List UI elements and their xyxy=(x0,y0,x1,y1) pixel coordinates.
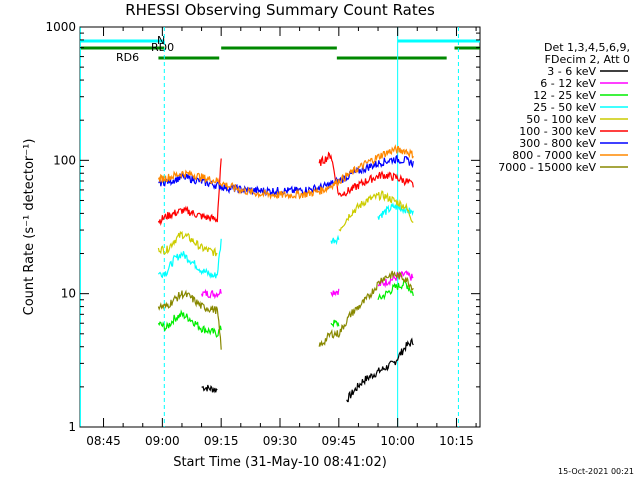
x-tick-label: 08:45 xyxy=(86,434,121,448)
status-bar-label: RD0 xyxy=(151,41,174,54)
status-bar-label: N xyxy=(157,34,165,47)
series-line-1 xyxy=(201,270,414,300)
series-line-0 xyxy=(201,337,414,403)
series-line-5 xyxy=(157,151,414,227)
legend-label: 12 - 25 keV xyxy=(533,89,596,102)
y-tick-label: 100 xyxy=(53,153,76,167)
x-axis-label: Start Time (31-May-10 08:41:02) xyxy=(173,455,387,470)
y-tick-label: 1 xyxy=(68,420,76,434)
y-tick-label: 1000 xyxy=(45,20,76,34)
series-line-7 xyxy=(157,144,414,200)
legend-header-1: Det 1,3,4,5,6,9, xyxy=(544,41,630,54)
x-tick-label: 09:45 xyxy=(322,434,357,448)
legend-label: 6 - 12 keV xyxy=(540,77,596,90)
series-line-8 xyxy=(157,270,414,350)
chart-title: RHESSI Observing Summary Count Rates xyxy=(125,1,435,19)
legend-header-2: FDecim 2, Att 0 xyxy=(545,53,630,66)
x-tick-label: 09:15 xyxy=(204,434,239,448)
x-tick-label: 10:00 xyxy=(380,434,415,448)
legend-label: 300 - 800 keV xyxy=(519,137,596,150)
legend-label: 3 - 6 keV xyxy=(547,65,596,78)
x-tick-label: 10:15 xyxy=(439,434,474,448)
status-bar-label: RD6 xyxy=(116,51,139,64)
y-axis-label: Count Rate (s⁻¹ detector⁻¹) xyxy=(22,139,37,316)
legend-label: 800 - 7000 keV xyxy=(512,149,596,162)
x-tick-label: 09:00 xyxy=(145,434,180,448)
y-tick-label: 10 xyxy=(61,287,76,301)
legend-label: 100 - 300 keV xyxy=(519,125,596,138)
legend-label: 50 - 100 keV xyxy=(526,113,596,126)
series-line-2 xyxy=(157,278,414,338)
legend-label: 7000 - 15000 keV xyxy=(498,161,596,174)
x-tick-label: 09:30 xyxy=(263,434,298,448)
series-line-4 xyxy=(157,190,414,257)
footer-timestamp: 15-Oct-2021 00:21 xyxy=(558,467,634,476)
legend-label: 25 - 50 keV xyxy=(533,101,596,114)
